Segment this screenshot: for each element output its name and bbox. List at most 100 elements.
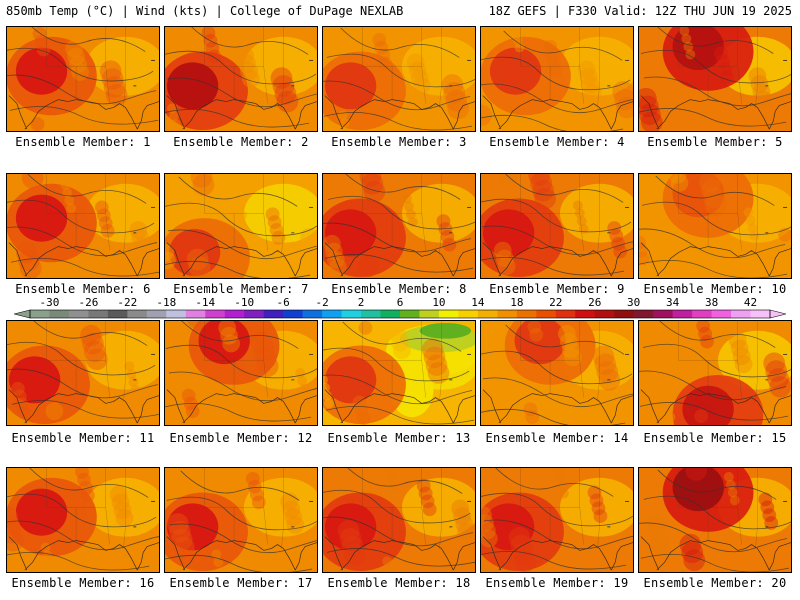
- colorbar-segment: [68, 310, 89, 318]
- ensemble-member-label: Ensemble Member: 11: [11, 431, 155, 445]
- colorbar-arrow-left: [14, 309, 31, 319]
- colorbar-segment: [205, 310, 226, 318]
- temperature-map: [323, 27, 475, 131]
- colorbar-segment: [477, 310, 498, 318]
- ensemble-member-label: Ensemble Member: 18: [327, 576, 471, 590]
- ensemble-panel-4: [480, 26, 634, 132]
- ensemble-member-label: Ensemble Member: 1: [15, 135, 151, 149]
- colorbar-tick-label: 22: [549, 296, 563, 309]
- temperature-map: [481, 321, 633, 425]
- colorbar-tick-label: 30: [627, 296, 641, 309]
- temperature-map: [165, 174, 317, 278]
- colorbar-segment: [458, 310, 479, 318]
- colorbar-segment: [224, 310, 245, 318]
- colorbar-segment: [653, 310, 674, 318]
- ensemble-member-label: Ensemble Member: 16: [11, 576, 155, 590]
- ensemble-member-label: Ensemble Member: 9: [489, 282, 625, 296]
- ensemble-member-label: Ensemble Member: 2: [173, 135, 309, 149]
- colorbar-segment: [711, 310, 732, 318]
- ensemble-panel-16: [6, 467, 160, 573]
- colorbar-segment: [633, 310, 654, 318]
- colorbar-segment: [302, 310, 323, 318]
- colorbar-segment: [361, 310, 381, 318]
- temperature-map: [639, 174, 791, 278]
- ensemble-member-label: Ensemble Member: 12: [169, 431, 313, 445]
- ensemble-member-label: Ensemble Member: 7: [173, 282, 309, 296]
- colorbar-tick-label: -14: [195, 296, 216, 309]
- colorbar-segment: [419, 310, 440, 318]
- colorbar-tick-label: 18: [510, 296, 524, 309]
- colorbar-arrow-right: [769, 309, 786, 319]
- ensemble-panel-1: [6, 26, 160, 132]
- colorbar-segment: [88, 310, 109, 318]
- temperature-map: [323, 468, 475, 572]
- ensemble-panel-12: [164, 320, 318, 426]
- colorbar-segment: [127, 310, 148, 318]
- colorbar-segment: [185, 310, 206, 318]
- ensemble-panel-10: [638, 173, 792, 279]
- colorbar-segment: [49, 310, 70, 318]
- header-title: 850mb Temp (°C) | Wind (kts) | College o…: [6, 4, 404, 18]
- ensemble-panel-14: [480, 320, 634, 426]
- colorbar-tick-label: -22: [117, 296, 138, 309]
- header-run-info: 18Z GEFS | F330 Valid: 12Z THU JUN 19 20…: [488, 4, 792, 18]
- ensemble-panel-15: [638, 320, 792, 426]
- colorbar-segment: [536, 310, 557, 318]
- ensemble-panel-9: [480, 173, 634, 279]
- temperature-map: [165, 468, 317, 572]
- colorbar-tick-label: -18: [156, 296, 177, 309]
- colorbar-segment: [497, 310, 518, 318]
- ensemble-member-label: Ensemble Member: 13: [327, 431, 471, 445]
- colorbar-tick-label: 10: [432, 296, 446, 309]
- colorbar-segment: [107, 310, 128, 318]
- ensemble-member-label: Ensemble Member: 19: [485, 576, 629, 590]
- ensemble-panel-5: [638, 26, 792, 132]
- colorbar-segment: [263, 310, 284, 318]
- temperature-map: [639, 468, 791, 572]
- ensemble-panel-17: [164, 467, 318, 573]
- colorbar-segment: [322, 310, 342, 318]
- colorbar-segment: [166, 310, 187, 318]
- ensemble-member-label: Ensemble Member: 8: [331, 282, 467, 296]
- colorbar-segment: [146, 310, 167, 318]
- ensemble-panel-13: [322, 320, 476, 426]
- temperature-map: [7, 27, 159, 131]
- ensemble-panel-20: [638, 467, 792, 573]
- ensemble-panel-8: [322, 173, 476, 279]
- ensemble-panel-11: [6, 320, 160, 426]
- temperature-map: [7, 174, 159, 278]
- colorbar-tick-label: -2: [315, 296, 329, 309]
- temperature-map: [323, 174, 475, 278]
- colorbar-segment: [750, 310, 771, 318]
- ensemble-member-label: Ensemble Member: 4: [489, 135, 625, 149]
- ensemble-member-label: Ensemble Member: 10: [643, 282, 787, 296]
- ensemble-panel-6: [6, 173, 160, 279]
- colorbar-tick-label: 6: [396, 296, 404, 309]
- temperature-map: [165, 321, 317, 425]
- colorbar-segment: [244, 310, 265, 318]
- colorbar-segment: [692, 310, 712, 318]
- temperature-map: [323, 321, 475, 425]
- colorbar-tick-label: 26: [588, 296, 602, 309]
- temperature-map: [481, 27, 633, 131]
- colorbar-tick-label: 14: [471, 296, 485, 309]
- ensemble-member-label: Ensemble Member: 6: [15, 282, 151, 296]
- ensemble-panel-3: [322, 26, 476, 132]
- ensemble-panel-18: [322, 467, 476, 573]
- ensemble-member-label: Ensemble Member: 5: [647, 135, 783, 149]
- colorbar-segment: [575, 310, 596, 318]
- temperature-map: [481, 174, 633, 278]
- colorbar-tick-label: 34: [666, 296, 680, 309]
- colorbar-tick-label: -10: [234, 296, 255, 309]
- ensemble-panel-7: [164, 173, 318, 279]
- colorbar-tick-label: -26: [78, 296, 99, 309]
- temperature-map: [639, 27, 791, 131]
- ensemble-member-label: Ensemble Member: 14: [485, 431, 629, 445]
- colorbar-segment: [672, 310, 693, 318]
- ensemble-panel-2: [164, 26, 318, 132]
- ensemble-member-label: Ensemble Member: 3: [331, 135, 467, 149]
- colorbar-tick-label: -30: [39, 296, 60, 309]
- colorbar-segment: [516, 310, 537, 318]
- colorbar-tick-label: 42: [743, 296, 758, 309]
- colorbar-segment: [30, 310, 50, 318]
